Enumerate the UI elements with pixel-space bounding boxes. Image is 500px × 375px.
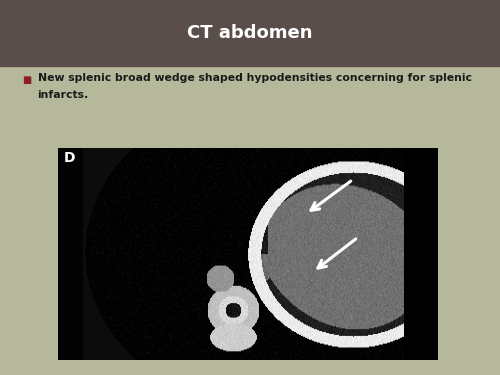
Text: CT abdomen: CT abdomen (187, 24, 313, 42)
Bar (0, 0, 500, 66)
Text: infarcts.: infarcts. (38, 90, 89, 100)
Text: D: D (64, 151, 76, 165)
Text: New splenic broad wedge shaped hypodensities concerning for splenic: New splenic broad wedge shaped hypodensi… (38, 73, 472, 83)
Text: ■: ■ (22, 75, 32, 85)
